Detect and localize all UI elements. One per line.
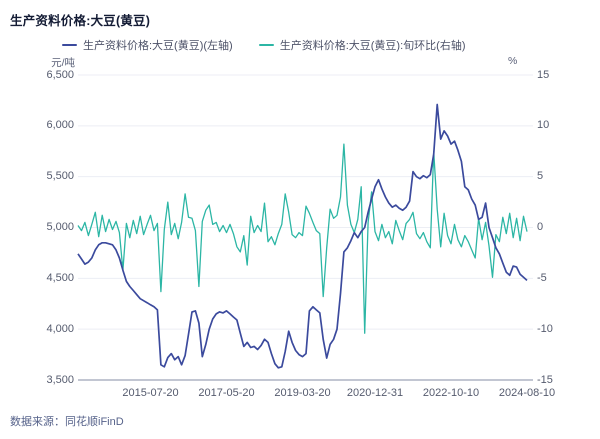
left-axis-tick: 6,500	[46, 68, 74, 81]
x-axis-tick: 2020-12-31	[346, 387, 404, 399]
ratio-line-series[interactable]	[77, 143, 528, 334]
right-axis-tick: -10	[537, 322, 553, 335]
gridlines	[78, 74, 533, 330]
left-axis-tick: 6,000	[46, 119, 74, 132]
right-axis-unit: %	[508, 55, 518, 67]
left-axis-unit: 元/吨	[51, 57, 75, 69]
left-axis-tick: 5,000	[46, 221, 74, 233]
right-axis-tick: 0	[537, 221, 544, 233]
x-axis-tick: 2019-03-20	[274, 387, 331, 399]
legend-item-price[interactable]: 生产资料价格:大豆(黄豆)(左轴)	[62, 37, 233, 53]
data-source: 数据来源：同花顺iFinD	[10, 416, 124, 428]
x-axis-tick: 2015-07-20	[122, 387, 179, 399]
price-line-series[interactable]	[77, 103, 528, 369]
legend-swatch-ratio	[258, 43, 274, 47]
right-axis-tick: -5	[537, 271, 547, 284]
right-axis-tick: 15	[537, 68, 550, 81]
x-axis-tick: 2017-05-20	[198, 387, 255, 399]
legend-label-price: 生产资料价格:大豆(黄豆)(左轴)	[83, 40, 233, 52]
left-axis-tick: 3,500	[46, 373, 74, 386]
right-axis-tick: -15	[537, 373, 553, 386]
right-axis-tick: 10	[537, 119, 550, 132]
page-title: 生产资料价格:大豆(黄豆)	[10, 14, 151, 28]
legend: 生产资料价格:大豆(黄豆)(左轴) 生产资料价格:大豆(黄豆):旬环比(右轴)	[62, 37, 491, 53]
left-axis-tick: 4,000	[46, 322, 74, 335]
legend-label-ratio: 生产资料价格:大豆(黄豆):旬环比(右轴)	[279, 40, 466, 52]
right-axis-tick: 5	[537, 170, 544, 183]
left-axis-tick: 4,500	[46, 271, 74, 284]
left-axis-tick: 5,500	[46, 170, 74, 183]
legend-item-ratio[interactable]: 生产资料价格:大豆(黄豆):旬环比(右轴)	[258, 37, 466, 53]
legend-swatch-price	[62, 43, 77, 47]
x-axis-tick: 2024-08-10	[498, 387, 556, 399]
x-axis-tick: 2022-10-10	[422, 387, 480, 399]
